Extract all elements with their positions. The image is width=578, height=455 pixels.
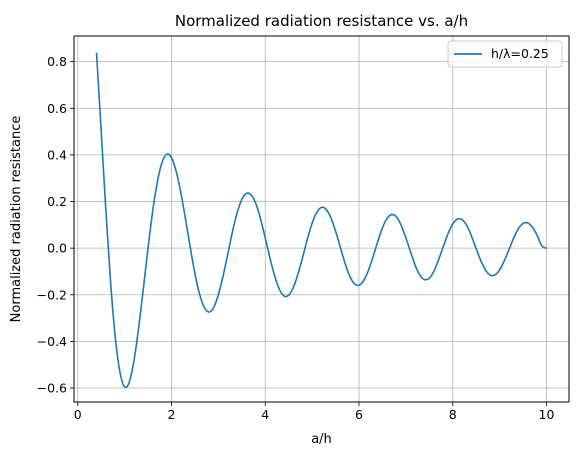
y-tick-label: 0.0	[47, 241, 67, 256]
x-axis-label: a/h	[311, 432, 332, 447]
series-layer	[95, 52, 547, 389]
x-tick-label: 4	[261, 407, 269, 422]
y-tick-label: −0.6	[37, 381, 67, 396]
y-tick-label: −0.2	[37, 287, 67, 302]
legend-label: h/λ=0.25	[491, 46, 549, 61]
x-tick-label: 10	[539, 407, 555, 422]
y-tick-label: 0.8	[47, 54, 67, 69]
legend-box	[447, 40, 563, 68]
plot-frame	[73, 35, 570, 403]
y-axis-label: Normalized radiation resistance	[9, 116, 24, 323]
y-tick-label: 0.2	[47, 194, 67, 209]
y-tick-label: 0.4	[47, 147, 67, 162]
series-line	[95, 52, 547, 389]
x-tick-label: 0	[74, 407, 82, 422]
y-axis-ticks: −0.6 −0.4 −0.2 0.0 0.2 0.4 0.6 0.8	[37, 54, 74, 396]
legend: h/λ=0.25	[447, 40, 563, 68]
x-tick-label: 2	[168, 407, 176, 422]
chart-title: Normalized radiation resistance vs. a/h	[175, 12, 468, 30]
x-axis-ticks: 0 2 4 6 8 10	[74, 402, 555, 422]
y-tick-label: 0.6	[47, 101, 67, 116]
x-tick-label: 8	[449, 407, 457, 422]
y-tick-label: −0.4	[37, 334, 67, 349]
x-tick-label: 6	[355, 407, 363, 422]
